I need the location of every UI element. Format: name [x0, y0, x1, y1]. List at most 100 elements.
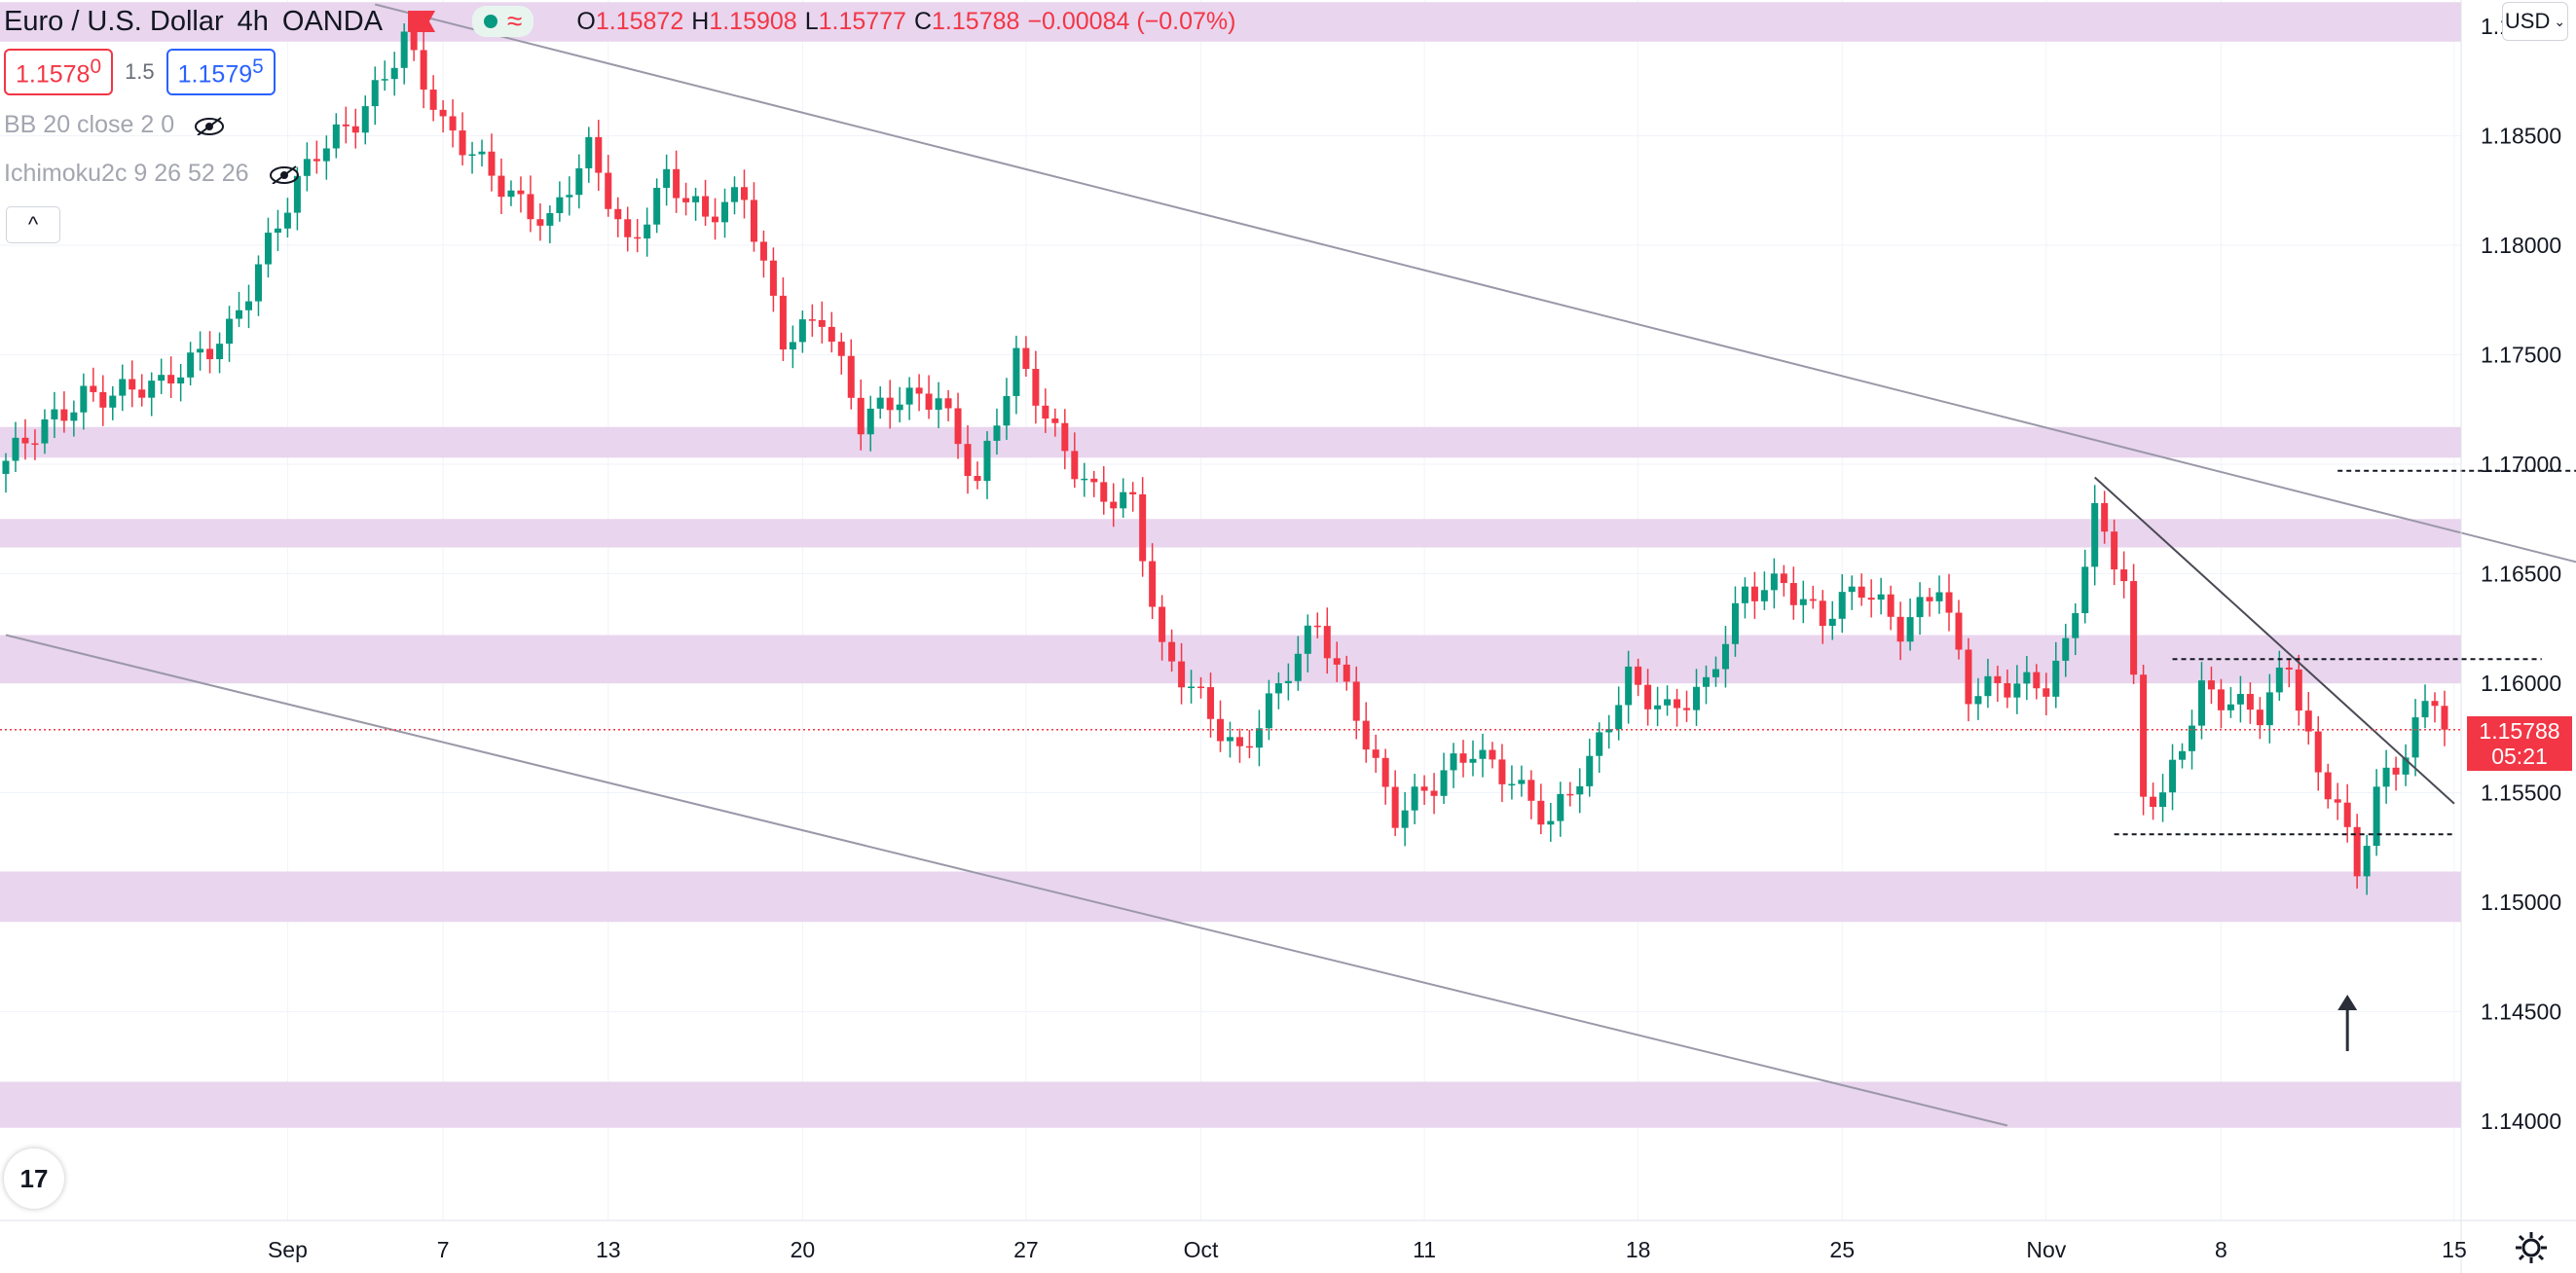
candle-body — [2033, 672, 2041, 689]
candle — [1274, 672, 1282, 709]
candle — [1265, 679, 1272, 741]
candle-body — [1168, 641, 1176, 662]
buy-button[interactable]: 1.15795 — [166, 49, 276, 96]
candle-body — [546, 212, 554, 226]
trendline — [2094, 476, 2455, 805]
candle-body — [527, 194, 534, 220]
candle — [2246, 682, 2254, 724]
candle — [1430, 773, 1438, 815]
candle — [70, 400, 78, 437]
market-status-pill[interactable]: ≈ — [472, 6, 534, 37]
candle-body — [712, 216, 719, 223]
candle-body — [954, 408, 962, 445]
candle — [1683, 690, 1691, 722]
gear-icon[interactable] — [2514, 1230, 2549, 1265]
candle-body — [847, 355, 855, 398]
candle — [31, 429, 39, 460]
candle — [2256, 697, 2263, 740]
candle — [322, 135, 330, 180]
candle-body — [653, 188, 661, 225]
candle — [2159, 774, 2167, 822]
candle-body — [1537, 800, 1545, 825]
eye-off-icon[interactable] — [194, 116, 225, 135]
candle — [682, 182, 690, 216]
candle-body — [158, 375, 166, 382]
candle — [1168, 629, 1176, 673]
candle — [634, 219, 642, 253]
candle-body — [1129, 491, 1137, 494]
eye-off-icon[interactable] — [269, 164, 300, 184]
indicator-bb[interactable]: BB 20 close 2 0 — [4, 111, 225, 139]
sell-button[interactable]: 1.15780 — [4, 49, 114, 96]
candle-body — [1042, 405, 1049, 419]
candle — [644, 207, 651, 257]
candle-body — [1741, 586, 1748, 603]
time-tick-label: 15 — [2442, 1237, 2467, 1262]
interval-label[interactable]: 4h — [237, 5, 269, 37]
candle-body — [1877, 594, 1885, 600]
candle — [2226, 686, 2234, 718]
candle — [158, 358, 166, 394]
candle-body — [410, 31, 418, 51]
candle — [1090, 470, 1098, 497]
candle-body — [1100, 482, 1108, 502]
candle-body — [51, 409, 58, 419]
candle — [1207, 673, 1215, 738]
candle-body — [2130, 581, 2138, 675]
candle — [361, 95, 369, 145]
candle — [857, 379, 865, 451]
candle — [283, 198, 291, 238]
candle — [1760, 571, 1768, 610]
candle — [1994, 666, 2002, 703]
candle-body — [1207, 687, 1215, 719]
candle — [2023, 656, 2031, 701]
symbol-name[interactable]: Euro / U.S. Dollar — [4, 5, 224, 37]
candle — [731, 176, 738, 215]
candle — [1731, 586, 1739, 657]
candle — [1343, 655, 1350, 691]
candle-body — [1090, 478, 1098, 483]
candle — [497, 158, 505, 214]
candle — [264, 217, 272, 278]
candle — [342, 106, 350, 144]
candle — [1703, 665, 1710, 705]
candle-body — [2373, 786, 2380, 847]
trade-panel: 1.15780 1.5 1.15795 — [4, 49, 276, 96]
candle — [51, 391, 58, 439]
candle — [2353, 814, 2361, 890]
candle — [1848, 575, 1856, 610]
candle-body — [1916, 597, 1924, 618]
candle — [624, 206, 632, 252]
tradingview-logo[interactable]: 17 — [4, 1148, 64, 1209]
candle-body — [702, 196, 710, 217]
collapse-legend-button[interactable]: ^ — [6, 206, 60, 243]
candle-body — [2343, 802, 2351, 827]
candle — [2265, 673, 2273, 744]
indicator-ichimoku[interactable]: Ichimoku2c 9 26 52 26 — [4, 160, 300, 188]
candle — [1022, 336, 1030, 378]
candle — [99, 375, 107, 426]
candle-body — [1518, 780, 1526, 784]
price-tick-label: 1.16500 — [2481, 562, 2561, 587]
candle — [692, 187, 700, 221]
candle — [1741, 577, 1748, 619]
candle — [1255, 709, 1263, 767]
candle-body — [99, 391, 107, 408]
candle-body — [21, 437, 29, 444]
candle — [468, 141, 476, 174]
candle-body — [2169, 759, 2177, 793]
candle-body — [1625, 666, 1633, 706]
candle-body — [2441, 706, 2448, 730]
candle — [818, 301, 826, 344]
candle-body — [1226, 737, 1233, 742]
candle-body — [692, 196, 700, 202]
candle-body — [497, 175, 505, 198]
candle-body — [1032, 369, 1040, 406]
candle — [1459, 740, 1467, 778]
candle-body — [1411, 786, 1418, 811]
flag-icon[interactable] — [408, 11, 436, 32]
currency-button[interactable]: USD ⌄ — [2502, 2, 2568, 41]
candle — [381, 60, 388, 91]
candle — [1858, 573, 1865, 606]
